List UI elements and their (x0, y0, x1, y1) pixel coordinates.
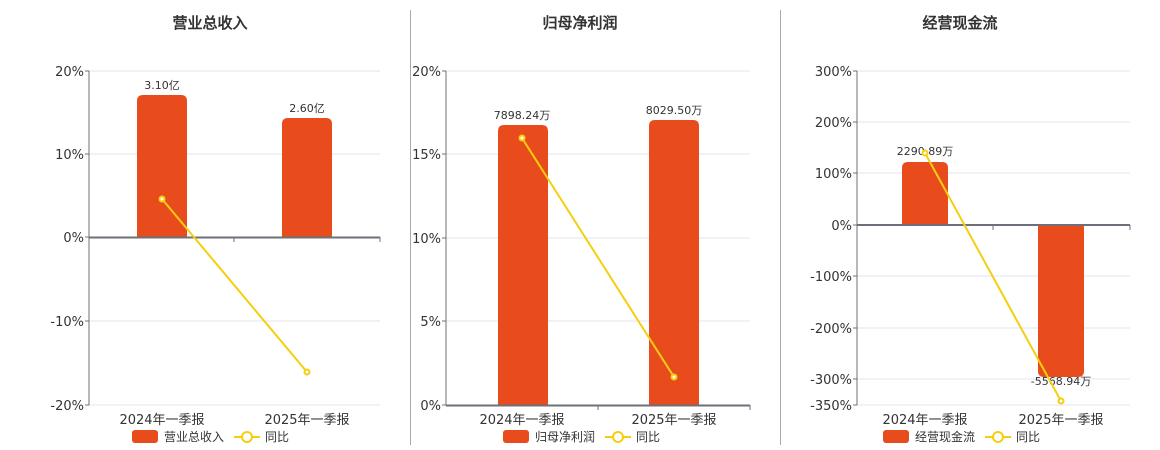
y-tick-label: 100% (815, 167, 852, 182)
panel-divider-1 (410, 10, 411, 445)
legend-line-swatch[interactable] (985, 430, 1012, 443)
bar-value-label: 7898.24万 (494, 109, 551, 122)
y-tick-label: 20% (412, 65, 441, 80)
yoy-point[interactable] (921, 149, 929, 157)
chart-plot-revenue: 20% 10% 0% -10% -20% 3.10亿 2.60亿 2024年一季… (50, 65, 381, 428)
legend-bar-swatch[interactable] (132, 430, 158, 443)
chart-legend: 归母净利润 同比 (503, 428, 660, 445)
chart-title: 经营现金流 (922, 14, 998, 32)
x-category-label: 2024年一季报 (119, 413, 204, 428)
y-tick-label: -300% (810, 373, 852, 388)
chart-panel-net-profit: 归母净利润 20% 15% 10% 5% 0% 7898.24万 8029.50… (412, 14, 751, 445)
legend-line-label[interactable]: 同比 (265, 430, 290, 444)
y-tick-label: -20% (50, 399, 84, 414)
chart-legend: 营业总收入 同比 (132, 428, 289, 445)
bar-2025q1[interactable] (1038, 225, 1084, 377)
y-axis-ticks (85, 70, 89, 406)
bar-value-label: 3.10亿 (144, 79, 180, 92)
chart-plot-net-profit: 20% 15% 10% 5% 0% 7898.24万 8029.50万 2024… (412, 65, 751, 428)
chart-legend: 经营现金流 同比 (883, 428, 1040, 445)
y-tick-label: 200% (815, 116, 852, 131)
bar-2024q1[interactable] (137, 95, 187, 237)
y-axis-ticks (442, 70, 446, 406)
x-category-label: 2025年一季报 (631, 413, 716, 428)
legend-line-label[interactable]: 同比 (636, 430, 661, 444)
bar-value-label: -5568.94万 (1031, 375, 1091, 388)
legend-bar-label[interactable]: 营业总收入 (164, 430, 225, 444)
y-tick-label: 300% (815, 65, 852, 80)
panel-divider-2 (780, 10, 781, 445)
yoy-line (161, 198, 308, 373)
y-tick-label: 0% (831, 219, 852, 234)
legend-line-swatch[interactable] (234, 430, 261, 443)
y-tick-label: -200% (810, 322, 852, 337)
y-tick-label: 10% (412, 232, 441, 247)
chart-panel-revenue: 营业总收入 20% 10% 0% -10% -20% 3.10亿 2.60亿 (0, 0, 410, 450)
bar-2025q1[interactable] (282, 118, 332, 237)
y-tick-label: 20% (55, 65, 84, 80)
y-tick-label: 5% (420, 315, 441, 330)
yoy-point[interactable] (518, 134, 526, 142)
x-category-label: 2025年一季报 (264, 413, 349, 428)
legend-bar-swatch[interactable] (503, 430, 529, 443)
yoy-point[interactable] (1057, 397, 1065, 405)
chart-title: 营业总收入 (172, 14, 248, 32)
y-tick-label: -100% (810, 270, 852, 285)
x-category-label: 2024年一季报 (882, 413, 967, 428)
y-axis-ticks (853, 70, 857, 406)
bar-2024q1[interactable] (902, 162, 948, 225)
x-category-label: 2024年一季报 (479, 413, 564, 428)
x-category-label: 2025年一季报 (1018, 413, 1103, 428)
legend-bar-swatch[interactable] (883, 430, 909, 443)
y-tick-label: -350% (810, 399, 852, 414)
bar-value-label: 2.60亿 (289, 102, 325, 115)
yoy-line (521, 137, 675, 378)
gridlines (857, 70, 1130, 406)
chart-title: 归母净利润 (542, 14, 618, 32)
yoy-point[interactable] (158, 195, 166, 203)
bar-value-label: 8029.50万 (646, 104, 703, 117)
y-tick-label: 0% (420, 399, 441, 414)
legend-bar-label[interactable]: 经营现金流 (915, 430, 976, 444)
legend-line-label[interactable]: 同比 (1016, 430, 1041, 444)
yoy-point[interactable] (303, 368, 311, 376)
y-tick-label: 15% (412, 148, 441, 163)
bar-2024q1[interactable] (498, 125, 548, 405)
gridlines (446, 70, 750, 322)
yoy-point[interactable] (670, 373, 678, 381)
y-tick-label: 0% (63, 231, 84, 246)
y-tick-label: 10% (55, 148, 84, 163)
y-tick-label: -10% (50, 315, 84, 330)
legend-line-swatch[interactable] (605, 430, 632, 443)
legend-bar-label[interactable]: 归母净利润 (535, 430, 596, 444)
bar-2025q1[interactable] (649, 120, 699, 405)
yoy-line (924, 152, 1062, 402)
